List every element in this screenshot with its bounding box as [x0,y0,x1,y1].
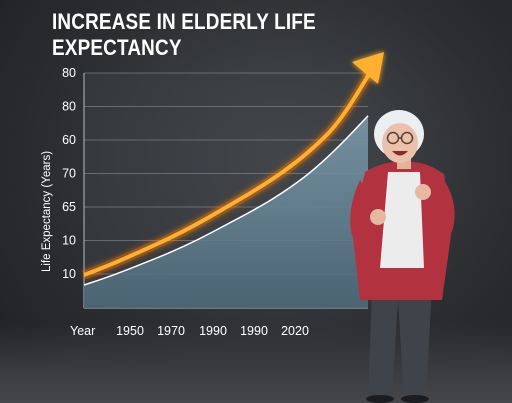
x-tick-label: 1990 [199,324,227,338]
x-tick-label: 1970 [157,324,185,338]
series-area [84,115,368,308]
chart-title: INCREASE IN ELDERLY LIFE EXPECTANCY [52,9,316,60]
y-tick-label: 80 [62,66,76,80]
y-tick-label: 10 [62,267,76,281]
x-tick-label: 1990 [240,324,268,338]
x-axis-ticks: 1950 1970 1990 1990 2020 [116,324,309,338]
x-tick-label: 2020 [281,324,309,338]
elderly-woman-illustration [350,110,455,403]
y-tick-label: 70 [62,167,76,181]
trend-arrow-head [352,52,384,84]
y-tick-label: 80 [62,100,76,114]
trend-arrow-line [83,64,376,277]
x-axis-title: Year [70,324,95,338]
y-axis-title: Life Expectancy (Years) [41,151,53,272]
y-tick-label: 60 [62,133,76,147]
y-tick-label: 65 [62,200,76,214]
y-axis-ticks: 80 80 60 70 65 10 10 [62,66,76,281]
series-line [83,115,369,286]
y-tick-label: 10 [62,234,76,248]
x-tick-label: 1950 [116,324,144,338]
chart-marks [82,52,384,308]
